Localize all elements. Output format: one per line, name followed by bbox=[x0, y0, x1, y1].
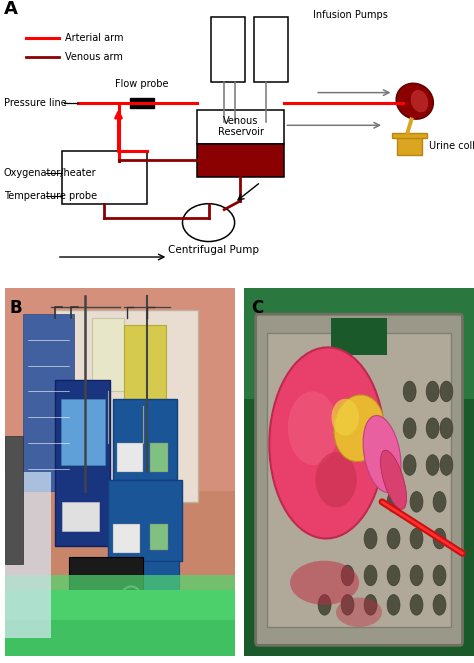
Ellipse shape bbox=[336, 597, 382, 627]
Bar bbox=[124, 325, 165, 406]
Bar bbox=[61, 398, 105, 465]
Circle shape bbox=[387, 528, 400, 549]
Bar bbox=[197, 110, 284, 144]
Ellipse shape bbox=[269, 347, 384, 538]
Bar bbox=[55, 310, 198, 502]
Bar bbox=[73, 597, 138, 619]
Circle shape bbox=[387, 491, 400, 512]
Text: Flow probe: Flow probe bbox=[116, 80, 169, 90]
Bar bbox=[244, 288, 474, 398]
Circle shape bbox=[426, 381, 439, 402]
Ellipse shape bbox=[334, 395, 384, 461]
Text: Urine collection: Urine collection bbox=[429, 141, 474, 151]
Circle shape bbox=[440, 381, 453, 402]
Ellipse shape bbox=[315, 452, 357, 507]
Bar bbox=[130, 97, 154, 108]
Text: Temperature probe: Temperature probe bbox=[4, 192, 97, 202]
Circle shape bbox=[433, 491, 446, 512]
Text: B: B bbox=[9, 300, 22, 318]
Circle shape bbox=[318, 595, 331, 615]
Circle shape bbox=[410, 595, 423, 615]
Ellipse shape bbox=[396, 84, 433, 119]
Circle shape bbox=[403, 381, 416, 402]
Ellipse shape bbox=[290, 561, 359, 605]
Circle shape bbox=[410, 528, 423, 549]
Bar bbox=[69, 557, 143, 609]
Circle shape bbox=[433, 595, 446, 615]
Text: Oxygenator/heater: Oxygenator/heater bbox=[4, 168, 96, 178]
Circle shape bbox=[410, 565, 423, 585]
Circle shape bbox=[182, 204, 235, 241]
Bar bbox=[5, 472, 51, 638]
Bar bbox=[397, 135, 422, 155]
Text: Pressure line: Pressure line bbox=[4, 98, 66, 108]
Bar bbox=[113, 524, 140, 554]
Text: Venous arm: Venous arm bbox=[65, 52, 123, 62]
Circle shape bbox=[341, 595, 354, 615]
FancyBboxPatch shape bbox=[255, 314, 463, 645]
Bar bbox=[23, 314, 73, 491]
Bar bbox=[331, 318, 387, 355]
Ellipse shape bbox=[363, 416, 401, 493]
Circle shape bbox=[364, 565, 377, 585]
Circle shape bbox=[440, 418, 453, 438]
Bar bbox=[5, 590, 235, 656]
Circle shape bbox=[433, 565, 446, 585]
Circle shape bbox=[433, 528, 446, 549]
Text: C: C bbox=[251, 300, 263, 318]
Text: Venous
Reservoir: Venous Reservoir bbox=[218, 115, 264, 137]
Bar bbox=[211, 17, 245, 82]
Text: Arterial arm: Arterial arm bbox=[65, 32, 124, 42]
Bar bbox=[118, 443, 143, 472]
Circle shape bbox=[387, 595, 400, 615]
Circle shape bbox=[403, 455, 416, 475]
Bar bbox=[197, 144, 284, 177]
Circle shape bbox=[426, 455, 439, 475]
Text: Centrifugal Pump: Centrifugal Pump bbox=[168, 245, 259, 255]
Bar bbox=[392, 133, 427, 138]
Circle shape bbox=[364, 528, 377, 549]
Bar bbox=[254, 17, 288, 82]
Ellipse shape bbox=[331, 398, 359, 436]
Bar bbox=[150, 443, 168, 472]
Bar bbox=[5, 436, 23, 564]
Bar bbox=[115, 561, 180, 590]
Bar bbox=[108, 480, 182, 561]
Bar bbox=[62, 502, 99, 531]
Circle shape bbox=[440, 455, 453, 475]
Bar bbox=[150, 524, 168, 550]
Bar bbox=[5, 575, 235, 619]
Bar bbox=[113, 399, 177, 480]
Bar bbox=[55, 381, 110, 546]
Circle shape bbox=[410, 491, 423, 512]
Text: Infusion Pumps: Infusion Pumps bbox=[313, 10, 388, 21]
Text: A: A bbox=[4, 0, 18, 17]
Ellipse shape bbox=[410, 90, 428, 113]
Bar bbox=[92, 318, 124, 391]
Bar bbox=[267, 333, 451, 627]
Ellipse shape bbox=[288, 391, 338, 465]
Circle shape bbox=[341, 565, 354, 585]
Bar bbox=[5, 288, 235, 491]
Ellipse shape bbox=[381, 450, 407, 509]
Circle shape bbox=[387, 565, 400, 585]
Bar bbox=[62, 151, 147, 204]
Circle shape bbox=[403, 418, 416, 438]
Circle shape bbox=[426, 418, 439, 438]
Circle shape bbox=[364, 595, 377, 615]
